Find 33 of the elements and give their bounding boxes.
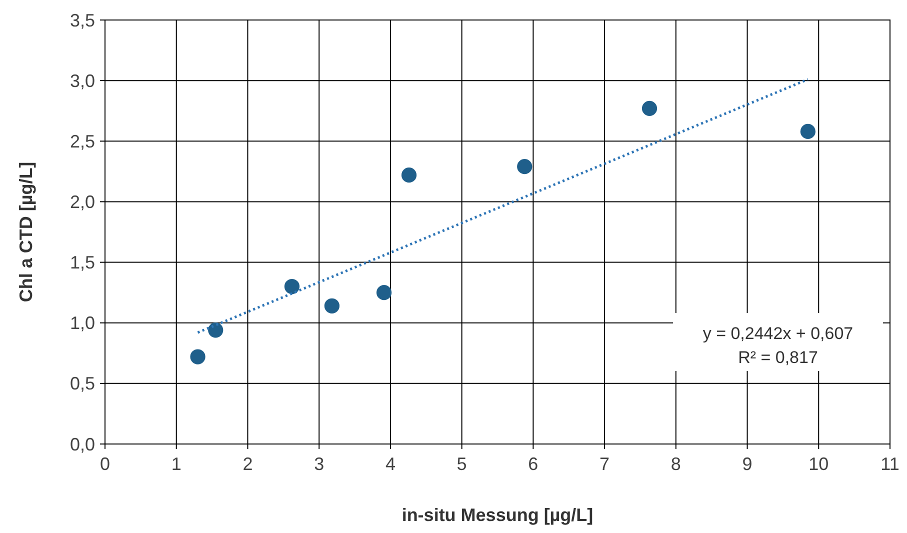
y-tick-label: 1,0	[70, 313, 95, 334]
point	[190, 349, 206, 364]
point	[800, 124, 816, 140]
y-tick-label: 0,5	[70, 374, 95, 394]
y-tick-label: 1,5	[70, 252, 95, 273]
y-tick-label: 3,5	[70, 10, 95, 30]
x-tick-label: 5	[456, 454, 467, 474]
x-tick-label: 6	[528, 454, 538, 474]
point	[401, 168, 417, 183]
x-tick-label: 3	[314, 454, 324, 474]
y-tick-label: 2,0	[70, 192, 95, 212]
x-tick-label: 8	[670, 454, 681, 474]
x-tick-label: 11	[880, 454, 900, 474]
point	[208, 322, 224, 338]
point	[284, 278, 300, 294]
point	[376, 285, 392, 300]
annotation: y = 0,2442x + 0,607	[702, 324, 854, 343]
point	[642, 100, 658, 116]
x-tick-label: 2	[242, 454, 253, 474]
y-tick-label: 3,0	[70, 70, 95, 91]
x-tick-label: 9	[742, 454, 752, 474]
annotation: R² = 0,817	[738, 348, 818, 367]
x-tick-label: 4	[385, 454, 396, 474]
y-tick-label: 2,5	[70, 131, 95, 152]
x-tick-label: 7	[600, 454, 610, 474]
x-tick-label: 1	[171, 454, 182, 474]
point	[324, 298, 340, 314]
y-tick-label: 0,0	[70, 434, 95, 454]
y-axis-title: Chl a CTD [µg/L]	[16, 162, 36, 302]
x-tick-label: 10	[808, 454, 829, 474]
point	[517, 159, 532, 174]
x-axis-title: in-situ Messung [µg/L]	[402, 505, 594, 525]
x-tick-label: 0	[100, 454, 110, 474]
